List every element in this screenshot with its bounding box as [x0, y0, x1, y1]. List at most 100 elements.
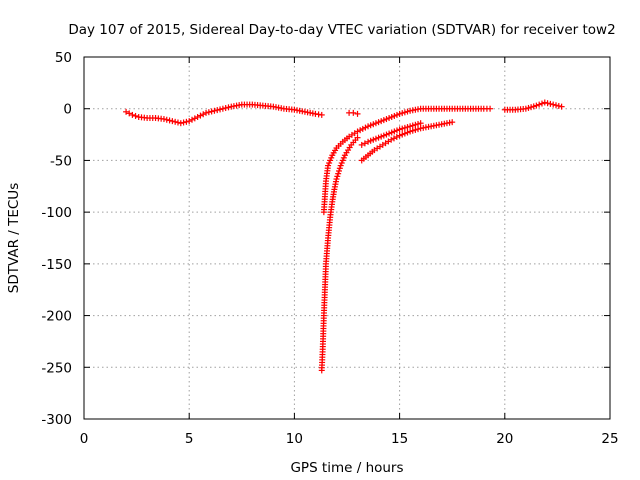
data-point: [177, 120, 184, 127]
data-point: [550, 101, 557, 108]
data-point: [367, 137, 374, 144]
data-point: [183, 118, 190, 125]
axis-ticks: 0 5 10 15 20 25 -300 -250 -200 -150 -100 -50 0 50: [41, 50, 618, 447]
data-point: [189, 116, 196, 123]
data-point: [383, 131, 390, 138]
data-point: [219, 105, 226, 112]
data-point: [547, 100, 554, 107]
data-point: [415, 120, 422, 127]
data-point: [350, 109, 357, 116]
data-point: [205, 109, 212, 116]
data-point: [555, 102, 562, 109]
data-point: [372, 135, 379, 142]
data-point: [160, 116, 167, 123]
data-point: [388, 113, 395, 120]
data-point: [191, 115, 198, 122]
x-axis-label: GPS time / hours: [290, 460, 403, 476]
x-tick-label: 5: [185, 431, 194, 447]
data-point: [370, 136, 377, 143]
chart-title: Day 107 of 2015, Sidereal Day-to-day VTE…: [68, 22, 615, 38]
data-point: [409, 122, 416, 129]
data-point: [404, 124, 411, 131]
data-point: [396, 110, 403, 117]
y-tick-label: -50: [50, 153, 72, 169]
data-point: [407, 128, 414, 135]
data-point: [354, 128, 361, 135]
data-point: [362, 124, 369, 131]
y-tick-label: -200: [41, 309, 72, 325]
data-point: [211, 107, 218, 114]
data-point: [404, 129, 411, 136]
x-tick-label: 15: [391, 431, 408, 447]
data-point: [522, 105, 529, 112]
data-point: [399, 125, 406, 132]
data-point: [412, 121, 419, 128]
data-point: [336, 165, 343, 172]
data-point: [393, 133, 400, 140]
data-point: [194, 113, 201, 120]
data-point: [383, 116, 390, 123]
data-point: [358, 141, 365, 148]
data-point: [186, 118, 193, 125]
data-point: [378, 118, 385, 125]
data-point: [541, 99, 548, 106]
data-point: [163, 116, 170, 123]
x-tick-label: 20: [496, 431, 513, 447]
x-tick-label: 25: [601, 431, 618, 447]
data-point: [393, 127, 400, 134]
y-tick-label: 50: [55, 50, 72, 66]
data-point: [129, 111, 136, 118]
data-point: [169, 118, 176, 125]
data-point: [393, 111, 400, 118]
y-tick-label: -300: [41, 412, 72, 428]
data-point: [217, 106, 224, 113]
data-point: [407, 123, 414, 130]
data-point: [530, 103, 537, 110]
data-point: [200, 111, 207, 118]
data-point: [354, 134, 361, 141]
data-point: [318, 111, 325, 118]
data-point: [390, 135, 397, 142]
data-point: [222, 105, 229, 112]
data-point: [558, 103, 565, 110]
data-point: [361, 140, 368, 147]
x-tick-label: 10: [286, 431, 303, 447]
data-point: [354, 110, 361, 117]
data-point: [533, 102, 540, 109]
data-point: [388, 136, 395, 143]
data-point: [365, 138, 372, 145]
data-point: [386, 115, 393, 122]
data-point: [372, 120, 379, 127]
data-point: [370, 121, 377, 128]
data-point: [401, 109, 408, 116]
data-point: [357, 127, 364, 134]
data-point: [214, 107, 221, 114]
data-point: [386, 130, 393, 137]
data-point: [180, 119, 187, 126]
data-point: [380, 117, 387, 124]
data-point: [174, 119, 181, 126]
data-point: [388, 129, 395, 136]
data-point: [380, 132, 387, 139]
data-point: [544, 100, 551, 107]
y-tick-label: -100: [41, 205, 72, 221]
data-point: [375, 134, 382, 141]
data-point: [538, 100, 545, 107]
data-point: [336, 167, 343, 174]
y-axis-label: SDTVAR / TECUs: [6, 183, 22, 293]
data-point: [396, 132, 403, 139]
data-points: [123, 99, 565, 374]
y-tick-label: -150: [41, 257, 72, 273]
data-point: [208, 108, 215, 115]
data-point: [334, 173, 341, 180]
data-point: [417, 120, 424, 127]
data-point: [172, 118, 179, 125]
data-point: [449, 119, 456, 126]
data-point: [225, 104, 232, 111]
data-point: [536, 101, 543, 108]
data-point: [401, 124, 408, 131]
data-point: [197, 112, 204, 119]
data-point: [412, 126, 419, 133]
data-point: [375, 119, 382, 126]
